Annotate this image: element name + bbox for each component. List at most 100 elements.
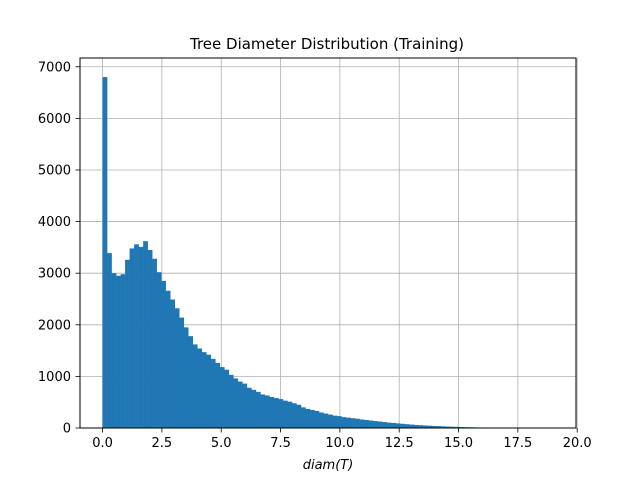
histogram-bar	[373, 421, 378, 428]
x-tick-label: 12.5	[385, 436, 414, 451]
x-tick-label: 15.0	[444, 436, 473, 451]
histogram-bar	[170, 299, 175, 428]
histogram-bar	[107, 253, 112, 428]
histogram-bar	[300, 407, 306, 428]
histogram-bar	[215, 362, 221, 428]
histogram-bar	[440, 426, 446, 428]
histogram-bar	[174, 308, 180, 428]
x-axis-label: diam(T)	[303, 458, 354, 473]
histogram-bar	[427, 425, 433, 428]
histogram-bar	[143, 241, 148, 428]
histogram-bar	[355, 418, 360, 428]
histogram-bar	[346, 417, 351, 428]
x-axis-ticks: 0.0 2.5 5.0 7.5 10.0 12.5 15.0 17.5 20.0	[92, 428, 592, 451]
y-axis-ticks: 0 1000 2000 3000 4000 5000 6000 7000	[38, 60, 80, 437]
histogram-bar	[404, 424, 410, 428]
y-tick-label: 2000	[38, 318, 71, 333]
histogram-bar	[255, 391, 261, 428]
histogram-bar	[431, 425, 437, 428]
x-tick-label: 5.0	[211, 436, 232, 451]
histogram-bar	[237, 381, 243, 428]
histogram-bar	[377, 421, 383, 428]
histogram-bar	[197, 348, 203, 428]
histogram-bar	[183, 327, 189, 428]
histogram-bar	[341, 417, 347, 428]
histogram-bar	[134, 244, 139, 428]
histogram-bar	[337, 416, 342, 428]
histogram-bar	[314, 410, 320, 428]
histogram-bar	[413, 424, 419, 428]
histogram-bar	[147, 249, 153, 428]
histogram-bar	[305, 408, 311, 428]
histogram-bar	[395, 423, 401, 428]
histogram-bar	[418, 425, 423, 428]
bars-group	[102, 77, 554, 428]
histogram-bar	[210, 358, 216, 428]
y-tick-label: 6000	[38, 112, 71, 127]
histogram-bar	[391, 422, 396, 428]
histogram-bar	[282, 400, 288, 428]
histogram-bar	[219, 367, 225, 428]
histogram-bar	[368, 420, 374, 428]
histogram-bar	[264, 395, 270, 428]
histogram-bar	[449, 426, 455, 428]
y-tick-label: 3000	[38, 267, 71, 282]
histogram-bar	[332, 415, 338, 428]
histogram-bar	[318, 412, 324, 428]
histogram-bar	[165, 290, 171, 428]
x-tick-label: 20.0	[563, 436, 592, 451]
histogram-bar	[328, 414, 333, 428]
histogram-bar	[260, 394, 266, 428]
histogram-bar	[233, 378, 239, 428]
histogram-bar	[206, 354, 212, 428]
histogram-bar	[350, 418, 356, 428]
histogram-bar	[422, 425, 428, 428]
x-tick-label: 17.5	[503, 436, 532, 451]
histogram-bar	[188, 336, 194, 428]
y-tick-label: 4000	[38, 215, 71, 230]
histogram-bar	[161, 280, 166, 428]
histogram-bar	[156, 272, 162, 428]
histogram-bar	[192, 344, 198, 428]
histogram-bar	[251, 389, 257, 428]
histogram-bar	[454, 426, 460, 428]
histogram-bar	[287, 401, 293, 428]
x-tick-label: 7.5	[270, 436, 291, 451]
histogram-bar	[111, 273, 117, 428]
histogram-bar	[323, 413, 329, 428]
histogram-bar	[246, 387, 252, 428]
histogram-bar	[445, 426, 451, 428]
histogram-bar	[309, 409, 315, 428]
histogram-bar	[138, 246, 144, 428]
histogram-bar	[242, 383, 248, 428]
histogram-bar	[409, 424, 414, 428]
histogram-bar	[386, 422, 392, 428]
histogram-bar	[152, 258, 157, 428]
histogram-bar	[179, 317, 185, 428]
chart-title: Tree Diameter Distribution (Training)	[189, 35, 464, 53]
y-tick-label: 0	[63, 422, 71, 437]
histogram-bar	[436, 426, 442, 428]
histogram-bar	[291, 403, 297, 428]
histogram-bar	[201, 352, 207, 428]
histogram-bar	[125, 259, 130, 428]
histogram-bar	[359, 419, 365, 428]
x-tick-label: 0.0	[92, 436, 113, 451]
y-tick-label: 1000	[38, 370, 71, 385]
x-tick-label: 2.5	[152, 436, 173, 451]
y-tick-label: 5000	[38, 163, 71, 178]
histogram-bar	[278, 399, 284, 428]
histogram-bar	[228, 374, 234, 428]
histogram-bar	[400, 423, 405, 428]
histogram-bar	[273, 398, 279, 428]
histogram-bar	[102, 77, 108, 428]
histogram-bar	[224, 369, 230, 428]
histogram-bar	[364, 420, 369, 428]
y-tick-label: 7000	[38, 60, 71, 75]
x-tick-label: 10.0	[325, 436, 354, 451]
histogram-bar	[129, 248, 135, 428]
histogram-bar	[116, 275, 121, 428]
histogram-bar	[382, 422, 387, 428]
